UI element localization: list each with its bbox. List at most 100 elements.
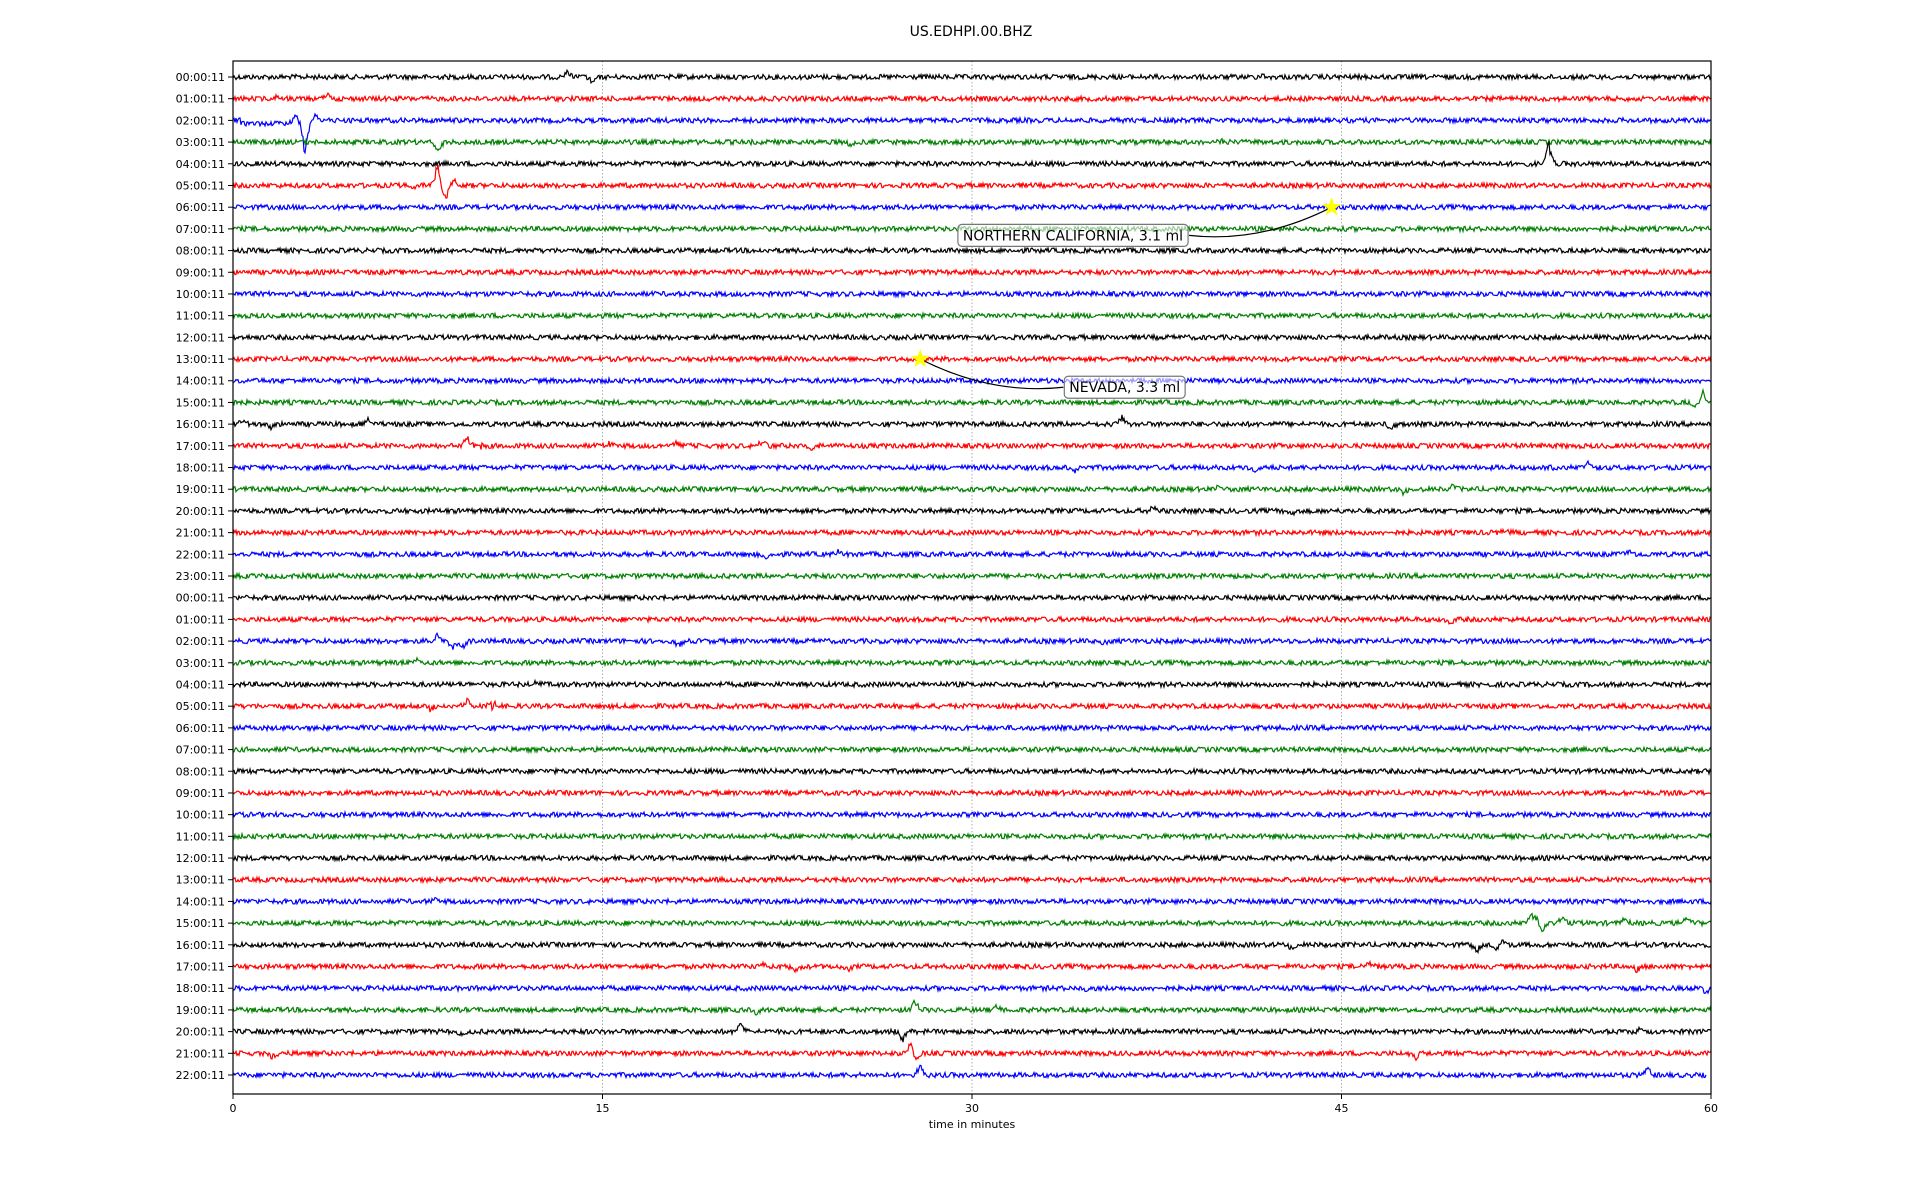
row-label: 21:00:11 (176, 527, 225, 540)
row-label: 10:00:11 (176, 288, 225, 301)
seismic-trace (232, 874, 1712, 885)
seismic-trace (232, 549, 1712, 560)
seismic-trace (232, 164, 1712, 199)
row-label: 22:00:11 (176, 548, 225, 561)
row-label: 20:00:11 (176, 505, 225, 518)
seismic-trace (232, 632, 1712, 651)
seismic-trace (232, 831, 1712, 842)
row-label: 10:00:11 (176, 809, 225, 822)
seismic-trace (232, 998, 1712, 1016)
seismic-trace (232, 571, 1712, 581)
traces (232, 68, 1712, 1080)
x-axis-ticks: 0 15 30 45 60 (230, 1094, 1718, 1115)
row-label: 12:00:11 (176, 331, 225, 344)
seismic-trace (232, 459, 1712, 474)
seismic-trace (232, 809, 1712, 820)
annotation-connector (919, 358, 1064, 390)
row-label: 00:00:11 (176, 71, 225, 84)
seismic-trace (232, 354, 1712, 364)
x-tick-label: 0 (230, 1102, 237, 1115)
row-label: 08:00:11 (176, 245, 225, 258)
seismic-trace (232, 788, 1712, 798)
seismic-trace (232, 723, 1712, 733)
seismic-trace (232, 983, 1712, 995)
row-label: 03:00:11 (176, 657, 225, 670)
seismic-trace (232, 912, 1712, 933)
row-label: 07:00:11 (176, 744, 225, 757)
seismic-trace (232, 289, 1712, 299)
seismic-trace (232, 112, 1712, 155)
row-label: 23:00:11 (176, 570, 225, 583)
seismic-trace (232, 68, 1712, 84)
row-label: 07:00:11 (176, 223, 225, 236)
row-label: 01:00:11 (176, 93, 225, 106)
row-label: 02:00:11 (176, 635, 225, 648)
event-star-icon (1322, 197, 1342, 216)
row-label: 04:00:11 (176, 678, 225, 691)
seismic-trace (232, 387, 1712, 409)
seismic-trace (232, 527, 1712, 538)
seismic-trace (232, 245, 1712, 256)
seismic-trace (232, 1064, 1707, 1080)
row-label: 14:00:11 (176, 375, 225, 388)
annotation-box (957, 223, 1189, 247)
row-label: 06:00:11 (176, 722, 225, 735)
row-label: 12:00:11 (176, 852, 225, 865)
row-label: 06:00:11 (176, 201, 225, 214)
seismic-trace (232, 678, 1712, 690)
seismic-trace (232, 375, 1712, 386)
seismic-trace (232, 414, 1712, 432)
row-label: 21:00:11 (176, 1047, 225, 1060)
seismic-trace (232, 436, 1712, 451)
row-label: 02:00:11 (176, 114, 225, 127)
row-label: 09:00:11 (176, 787, 225, 800)
row-labels: 00:00:11 01:00:11 02:00:11 03:00:11 04:00:11… (176, 71, 233, 1082)
x-tick-label: 15 (596, 1102, 610, 1115)
row-label: 19:00:11 (176, 1004, 225, 1017)
seismic-trace (232, 202, 1712, 212)
seismic-trace (232, 267, 1712, 277)
seismic-trace (232, 766, 1712, 776)
seismic-trace (232, 332, 1712, 343)
seismic-trace (232, 939, 1712, 955)
annotation-label: NORTHERN CALIFORNIA, 3.1 ml (963, 228, 1183, 244)
row-label: 03:00:11 (176, 136, 225, 149)
seismic-trace (232, 853, 1712, 863)
row-label: 18:00:11 (176, 462, 225, 475)
row-label: 18:00:11 (176, 982, 225, 995)
row-label: 19:00:11 (176, 483, 225, 496)
seismic-trace (232, 896, 1712, 907)
seismic-trace (232, 697, 1712, 713)
seismic-trace (232, 1041, 1712, 1062)
row-label: 16:00:11 (176, 939, 225, 952)
chart-title: US.EDHPI.00.BHZ (910, 24, 1033, 40)
row-label: 20:00:11 (176, 1026, 225, 1039)
seismic-trace (232, 137, 1712, 152)
row-label: 13:00:11 (176, 353, 225, 366)
row-label: 13:00:11 (176, 874, 225, 887)
row-label: 15:00:11 (176, 396, 225, 409)
seismic-trace (232, 614, 1712, 625)
row-label: 08:00:11 (176, 765, 225, 778)
x-tick-label: 30 (965, 1102, 979, 1115)
seismic-trace (232, 91, 1712, 104)
annotation-connector (1189, 206, 1332, 238)
seismic-trace (232, 744, 1712, 755)
annotation-box (1063, 375, 1186, 399)
row-label: 16:00:11 (176, 418, 225, 431)
x-tick-label: 45 (1335, 1102, 1349, 1115)
seismic-trace (232, 1022, 1712, 1043)
row-label: 00:00:11 (176, 592, 225, 605)
x-tick-label: 60 (1704, 1102, 1718, 1115)
row-label: 09:00:11 (176, 266, 225, 279)
annotation-label: NEVADA, 3.3 ml (1069, 380, 1180, 396)
event-annotation: NEVADA, 3.3 ml (910, 349, 1186, 399)
row-label: 22:00:11 (176, 1069, 225, 1082)
seismic-trace (232, 311, 1712, 321)
row-label: 05:00:11 (176, 700, 225, 713)
seismic-trace (232, 592, 1712, 603)
row-label: 17:00:11 (176, 961, 225, 974)
annotations: NORTHERN CALIFORNIA, 3.1 ml NEVADA, 3.3 m… (910, 197, 1342, 399)
row-label: 15:00:11 (176, 917, 225, 930)
